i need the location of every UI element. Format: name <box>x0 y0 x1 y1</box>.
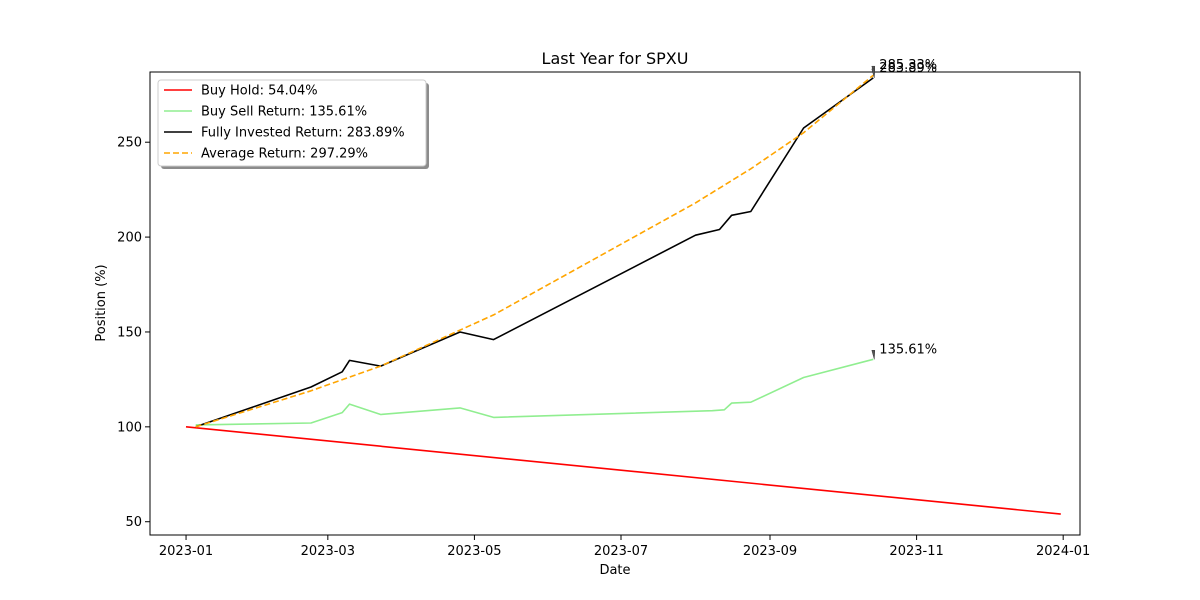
x-tick-label-3: 2023-07 <box>594 544 648 559</box>
y-tick-label-3: 200 <box>117 231 142 246</box>
x-tick-label-0: 2023-01 <box>159 544 213 559</box>
annotation-label-2: 135.61% <box>879 342 937 357</box>
annotation-arrow-1 <box>871 68 876 78</box>
annotation-arrow-2 <box>871 350 876 360</box>
x-axis: 2023-01 2023-03 2023-05 2023-07 2023-09 2023-… <box>159 535 1090 559</box>
series-line-3 <box>195 74 874 428</box>
legend-label-3: Average Return: 297.29% <box>201 147 368 162</box>
x-tick-label-1: 2023-03 <box>301 544 355 559</box>
chart-title: Last Year for SPXU <box>542 49 689 68</box>
x-tick-label-5: 2023-11 <box>889 544 943 559</box>
series-line-1 <box>195 358 874 426</box>
legend-label-0: Buy Hold: 54.04% <box>201 84 318 99</box>
annotation-layer: 285.33%283.89% 135.61% <box>871 58 937 360</box>
x-axis-label: Date <box>599 563 630 578</box>
legend: Buy Hold: 54.04% Buy Sell Return: 135.61%… <box>157 79 429 169</box>
y-axis: 50 100 150 200 250 <box>117 136 150 530</box>
annotation-label-1: 283.89% <box>879 61 937 76</box>
y-tick-label-4: 250 <box>117 136 142 151</box>
legend-label-1: Buy Sell Return: 135.61% <box>201 105 367 120</box>
series-line-2 <box>195 77 874 428</box>
y-tick-label-1: 100 <box>117 420 142 435</box>
y-tick-label-2: 150 <box>117 325 142 340</box>
y-axis-label: Position (%) <box>94 264 109 341</box>
legend-box <box>157 79 427 167</box>
series-layer <box>185 74 1061 515</box>
series-line-0 <box>185 426 1061 515</box>
x-tick-label-4: 2023-09 <box>743 544 797 559</box>
y-tick-label-0: 50 <box>125 515 142 530</box>
x-tick-label-2: 2023-05 <box>447 544 501 559</box>
x-tick-label-6: 2024-01 <box>1036 544 1090 559</box>
annotation-label-0: 285.33% <box>879 58 937 73</box>
legend-label-2: Fully Invested Return: 283.89% <box>201 126 405 141</box>
